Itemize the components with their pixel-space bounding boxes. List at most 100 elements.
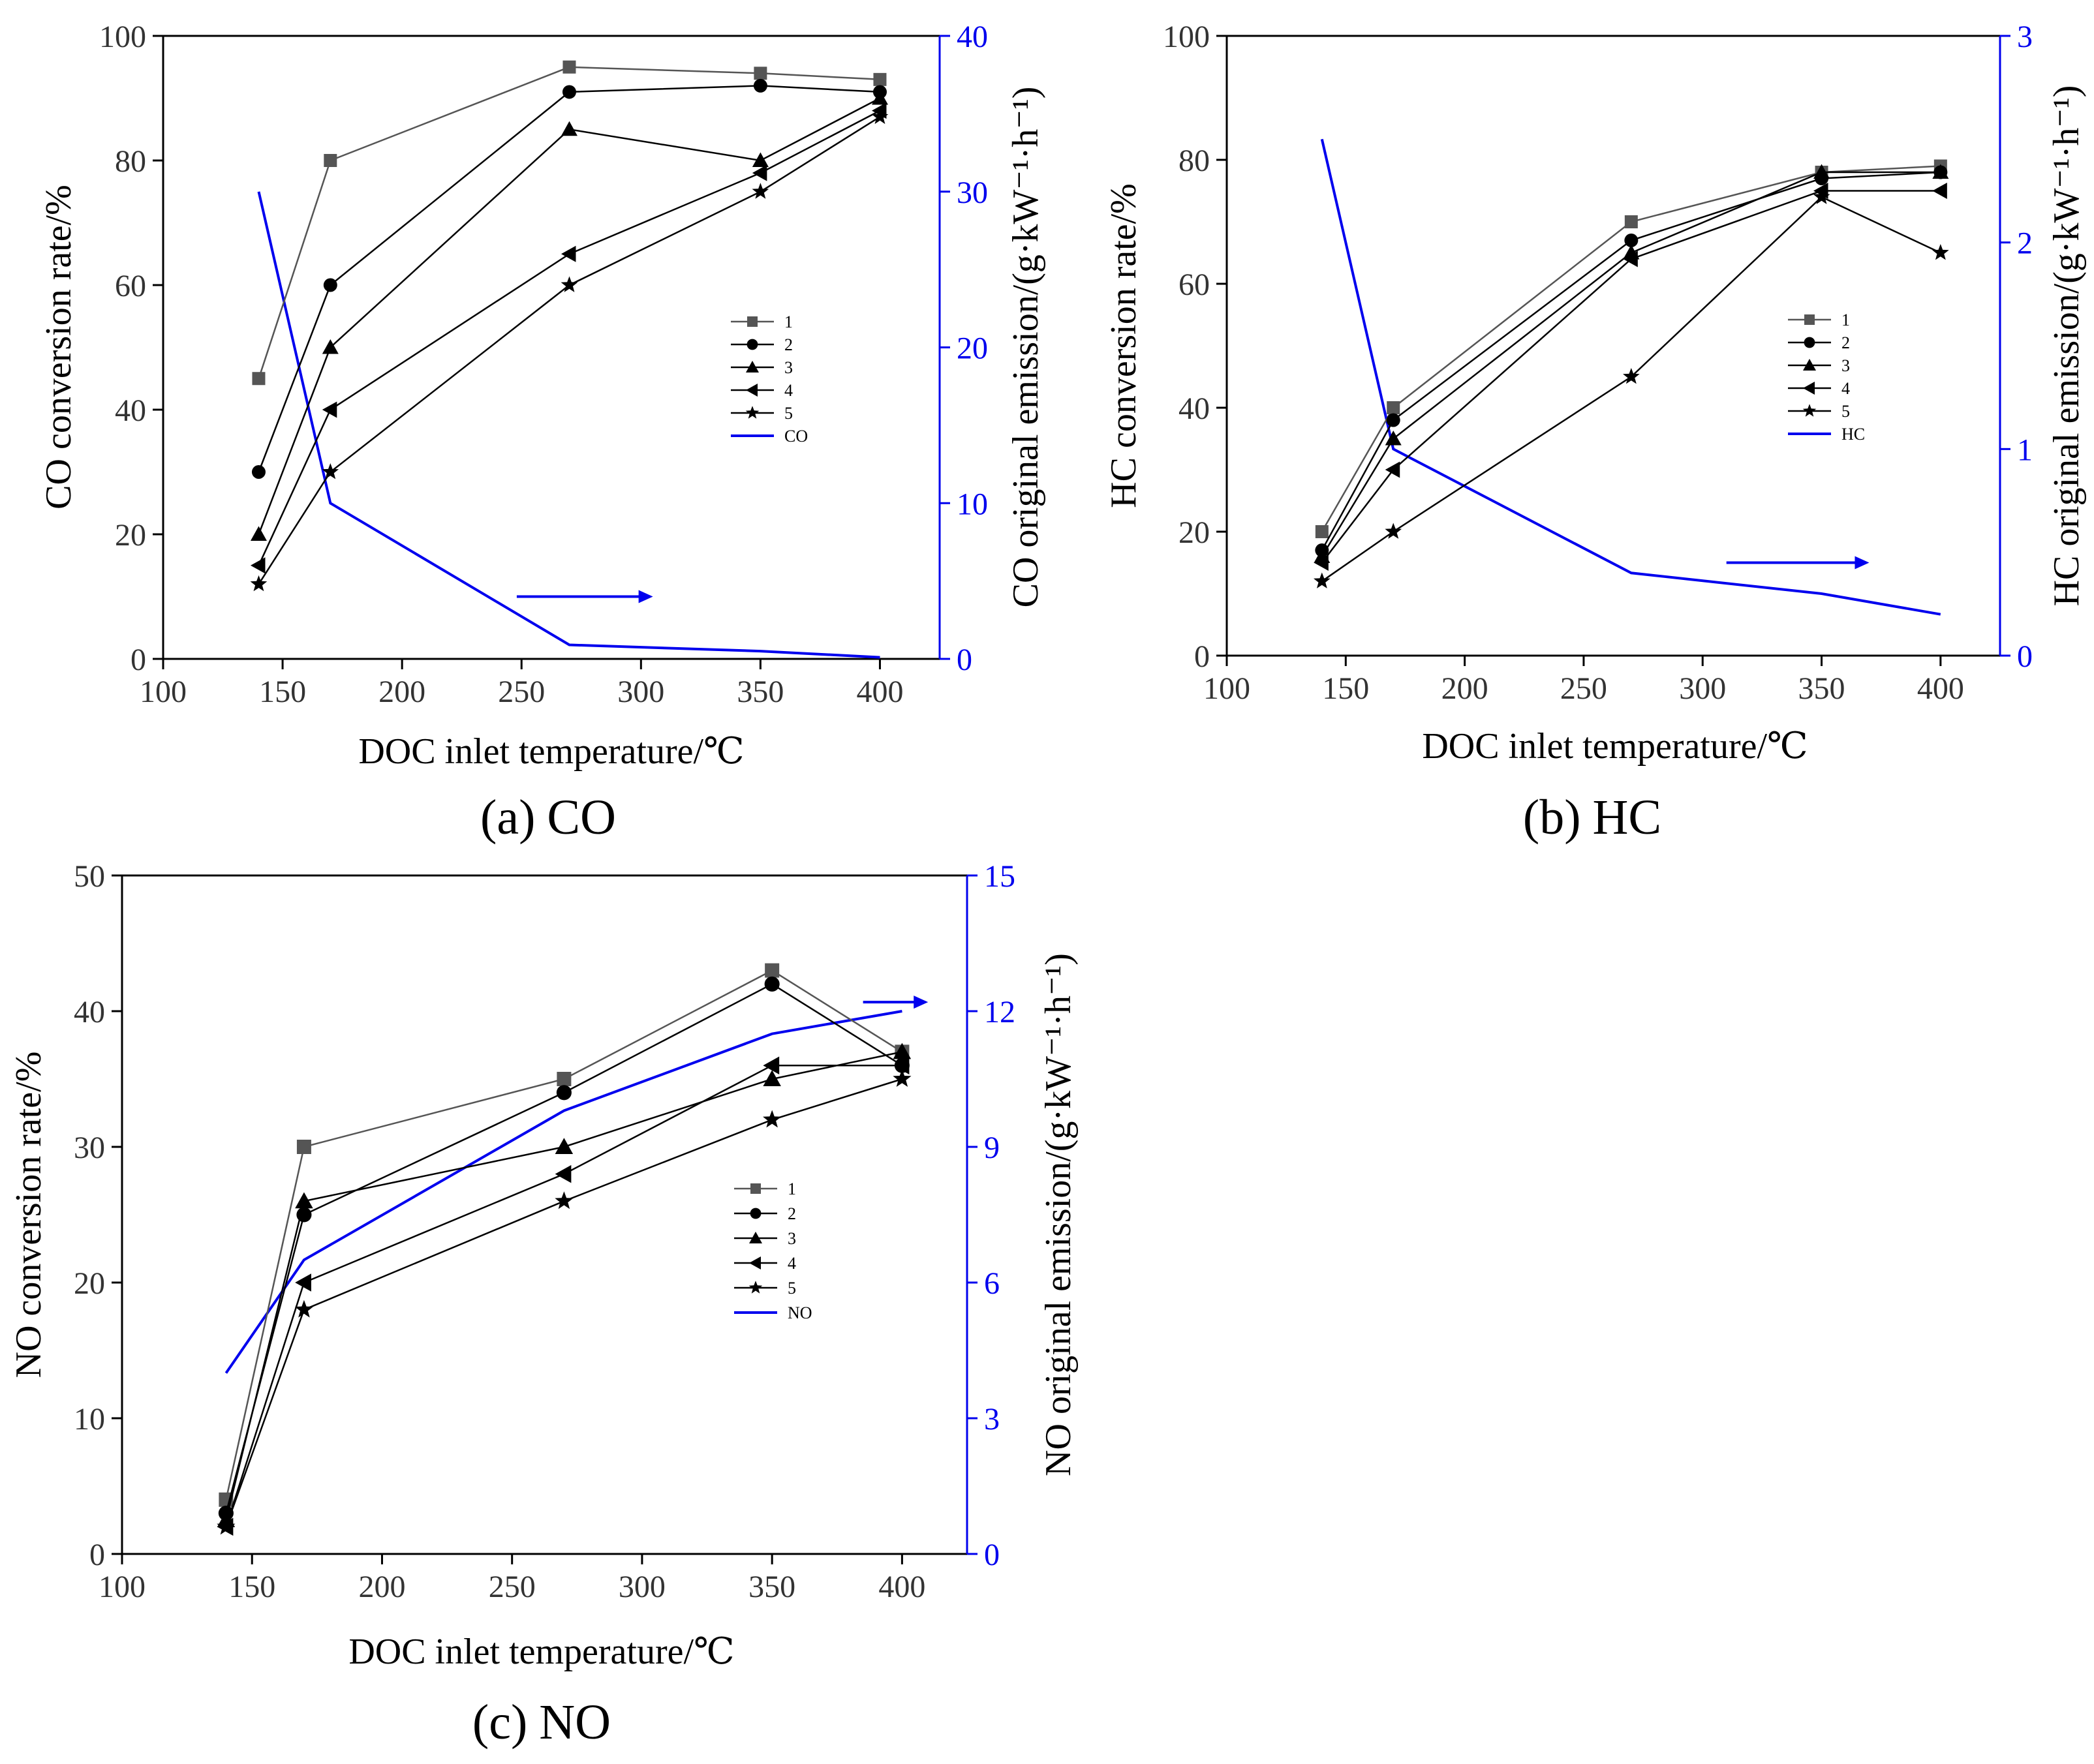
plot-marks: 100 150 200 250 300 350 4000204060801000102030… (99, 20, 988, 709)
series-5-point (1813, 188, 1830, 204)
series-5-point (294, 1300, 313, 1318)
panel-title: CO (547, 790, 616, 845)
x-tick-label: 100 (140, 675, 187, 709)
legend-label-5: 5 (784, 404, 793, 423)
series-4-point (752, 164, 767, 181)
y-tick-label-right: 15 (984, 859, 1015, 894)
y-tick-label-left: 100 (1163, 20, 1210, 54)
panel-caption: (b) HC (1523, 790, 1661, 845)
x-tick-label: 200 (378, 675, 425, 709)
series-1-point (1315, 525, 1329, 538)
panel-no: 100 150 200 250 300 350 4000102030405003691215… (8, 859, 1079, 1750)
y-axis-title-left: HC conversion rate/% (1103, 183, 1144, 508)
y-tick-label-left: 80 (1178, 144, 1210, 178)
series-3-point (752, 152, 769, 167)
panel-title: HC (1593, 790, 1662, 845)
y-tick-label-right: 20 (957, 331, 988, 366)
series-3-point (295, 1192, 313, 1209)
series-1-point (557, 1072, 572, 1086)
x-axis-title: DOC inlet temperature/℃ (358, 731, 744, 772)
legend-marker-5 (1802, 404, 1817, 417)
series-5-point (322, 463, 339, 479)
y-tick-label-left: 40 (115, 393, 146, 428)
x-tick-label: 150 (1322, 671, 1369, 706)
y-tick-label-left: 60 (115, 269, 146, 303)
x-tick-label: 250 (489, 1570, 536, 1604)
legend-marker-4 (749, 1256, 761, 1270)
series-1-point (1624, 215, 1638, 228)
y-tick-label-right: 3 (2017, 20, 2033, 54)
plot-frame (162, 35, 941, 660)
x-tick-label: 400 (878, 1570, 925, 1604)
x-tick-label: 400 (1917, 671, 1964, 706)
series-5-point (871, 108, 889, 125)
series-line-1 (258, 66, 880, 379)
y-tick-label-right: 0 (957, 643, 972, 677)
legend-marker-2 (747, 339, 758, 350)
y-tick-label-right: 6 (984, 1266, 1000, 1301)
legend-label-3: 3 (788, 1229, 796, 1248)
legend-marker-3 (746, 361, 759, 373)
y-tick-label-left: 40 (1178, 391, 1210, 426)
axis-arrow-head (638, 590, 653, 603)
legend-label-2: 2 (784, 335, 793, 354)
y-tick-label-right: 12 (984, 995, 1015, 1029)
y-tick-label-left: 50 (74, 859, 105, 894)
legend-label-emission: HC (1841, 425, 1865, 444)
legend-marker-4 (1803, 382, 1815, 395)
y-tick-label-right: 2 (2017, 226, 2033, 261)
y-tick-label-right: 0 (984, 1538, 1000, 1572)
series-3-point (561, 121, 577, 136)
x-tick-label: 150 (259, 675, 306, 709)
panel-title: NO (539, 1695, 611, 1750)
series-3-point (1813, 164, 1830, 179)
y-tick-label-left: 60 (1178, 267, 1210, 302)
y-tick-label-right: 30 (957, 175, 988, 210)
series-4-point (322, 401, 337, 418)
y-tick-label-right: 1 (2017, 433, 2033, 467)
series-1-point (324, 154, 337, 167)
series-5-point (893, 1069, 912, 1087)
series-3-point (1932, 164, 1949, 179)
legend: 1 2 3 4 5 NO (734, 1179, 812, 1322)
series-3-point (1385, 431, 1402, 446)
panel-caption: (a) CO (480, 790, 616, 845)
x-tick-label: 200 (358, 1570, 405, 1604)
axis-arrow-head (914, 996, 929, 1009)
legend-label-emission: CO (784, 427, 808, 446)
series-5-point (1932, 244, 1949, 260)
emission-line-NO (224, 1010, 902, 1374)
y-tick-label-right: 3 (984, 1402, 1000, 1437)
x-tick-label: 300 (1679, 671, 1726, 706)
series-1-point (296, 1140, 311, 1154)
series-5-point (561, 276, 578, 292)
y-axis-title-right: HC original emission/(g·kW⁻¹·h⁻¹) (2046, 85, 2087, 607)
series-3-point (322, 339, 339, 354)
series-4-point (1385, 461, 1400, 478)
series-1-point (562, 60, 576, 74)
x-tick-label: 300 (619, 1570, 666, 1604)
y-tick-label-left: 20 (74, 1266, 105, 1301)
legend-label-5: 5 (788, 1279, 796, 1298)
series-5-point (250, 575, 268, 592)
y-tick-label-left: 0 (89, 1538, 105, 1572)
y-axis-title-right: NO original emission/(g·kW⁻¹·h⁻¹) (1038, 953, 1079, 1476)
series-2-point (562, 85, 576, 99)
series-2-point (1624, 234, 1639, 247)
legend-marker-3 (749, 1232, 762, 1243)
series-4-point (893, 1056, 910, 1074)
series-2-point (556, 1085, 572, 1101)
series-3-point (893, 1042, 912, 1059)
legend-label-4: 4 (784, 381, 793, 400)
series-5-point (555, 1191, 574, 1209)
x-tick-label: 250 (498, 675, 545, 709)
y-tick-label-left: 20 (115, 518, 146, 553)
series-3-point (871, 90, 888, 105)
legend-label-2: 2 (1841, 333, 1850, 352)
series-4-point (295, 1273, 311, 1292)
series-5-point (217, 1517, 236, 1535)
series-3-point (555, 1138, 574, 1154)
